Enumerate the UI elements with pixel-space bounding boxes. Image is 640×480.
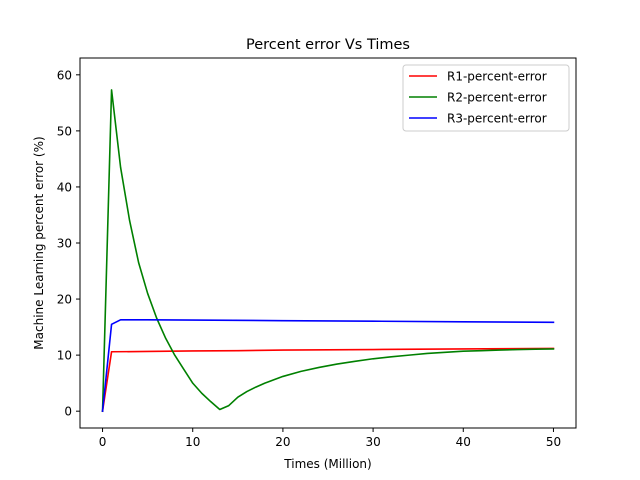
y-axis-label: Machine Learning percent error (%) bbox=[32, 136, 46, 349]
legend-label-2: R2-percent-error bbox=[447, 91, 547, 105]
x-tick-label: 10 bbox=[185, 435, 200, 449]
y-tick-label: 30 bbox=[57, 237, 72, 251]
y-tick-label: 20 bbox=[57, 293, 72, 307]
legend-entries: R1-percent-error R2-percent-error R3-perce… bbox=[409, 70, 547, 126]
series-layer bbox=[101, 89, 555, 413]
series-line-1 bbox=[101, 347, 555, 413]
x-axis-ticks: 0 10 20 30 40 50 bbox=[99, 428, 561, 449]
x-tick-label: 20 bbox=[275, 435, 290, 449]
legend-label-3: R3-percent-error bbox=[447, 112, 547, 126]
legend-frame bbox=[402, 64, 570, 132]
y-tick-label: 40 bbox=[57, 180, 72, 194]
y-tick-label: 10 bbox=[57, 349, 72, 363]
chart-title: Percent error Vs Times bbox=[246, 37, 410, 53]
plot-frame bbox=[79, 57, 577, 429]
x-tick-label: 30 bbox=[365, 435, 380, 449]
y-axis-ticks: 0 10 20 30 40 50 60 bbox=[57, 68, 80, 419]
series-line-2 bbox=[101, 89, 555, 413]
legend: R1-percent-error R2-percent-error R3-perce… bbox=[402, 64, 570, 132]
y-tick-label: 60 bbox=[57, 68, 72, 82]
x-tick-label: 50 bbox=[546, 435, 561, 449]
y-tick-label: 0 bbox=[64, 405, 72, 419]
y-tick-label: 50 bbox=[57, 124, 72, 138]
series-line-3 bbox=[101, 319, 555, 413]
x-axis-label: Times (Million) bbox=[283, 457, 371, 471]
x-tick-label: 40 bbox=[456, 435, 471, 449]
legend-label-1: R1-percent-error bbox=[447, 70, 547, 84]
x-tick-label: 0 bbox=[99, 435, 107, 449]
